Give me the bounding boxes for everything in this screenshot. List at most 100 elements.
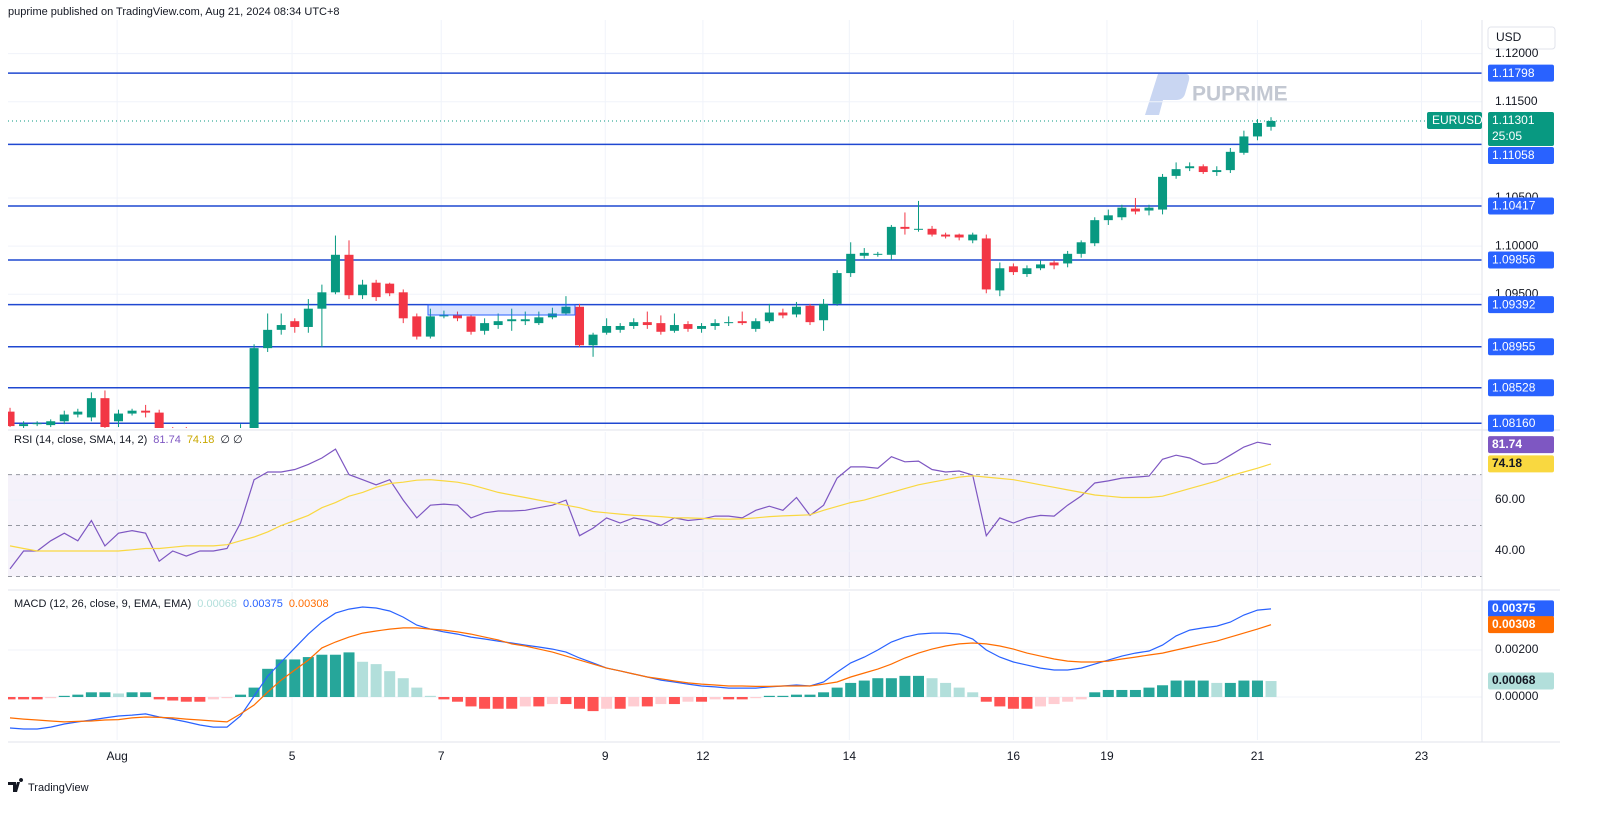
candle-body [59, 414, 69, 422]
candle-body [588, 334, 598, 346]
candle-body [154, 412, 164, 428]
candle-body [764, 312, 774, 322]
candle-body [385, 283, 395, 294]
histogram-bar [1265, 681, 1277, 698]
currency-button[interactable] [1487, 26, 1556, 50]
histogram-bar [329, 654, 341, 698]
histogram-bar [113, 693, 125, 698]
histogram-bar [926, 678, 938, 698]
candle-body [1076, 242, 1086, 254]
price-label: 0.00375 [1492, 601, 1536, 615]
x-tick-label: 5 [289, 749, 296, 763]
histogram-bar [167, 697, 179, 701]
histogram-bar [1157, 685, 1169, 698]
candle-body [642, 322, 652, 326]
histogram-bar [587, 697, 599, 712]
price-label-bg [1488, 600, 1554, 618]
histogram-bar [533, 697, 545, 707]
candle-body [968, 234, 978, 241]
histogram-bar [818, 692, 830, 698]
candle-body [330, 254, 340, 293]
x-tick-label: 16 [1007, 749, 1021, 763]
histogram-bar [1048, 697, 1060, 705]
candle-body [629, 322, 639, 326]
candle-body [466, 316, 476, 332]
candle-body [1198, 166, 1208, 173]
candle-body [1036, 264, 1046, 269]
indicator-line [9, 624, 1272, 723]
level-label: 1.08955 [1492, 339, 1536, 353]
candle-body [534, 317, 544, 324]
watermark: PUPRIME [1192, 83, 1288, 106]
histogram-bar [357, 661, 369, 698]
histogram-bar [967, 692, 979, 698]
candle-body [452, 314, 462, 319]
legend-text: 0.00375 [243, 598, 283, 610]
histogram-bar [207, 697, 219, 700]
legend-text: 74.18 [187, 434, 215, 446]
histogram-bar [980, 697, 992, 702]
symbol: EURUSD [1432, 113, 1483, 127]
histogram-bar [1102, 689, 1114, 698]
y-tick-label: 0.00000 [1495, 689, 1539, 703]
histogram-bar [641, 697, 653, 707]
candle-body [1252, 122, 1262, 137]
candle-body [100, 398, 110, 428]
candle-body [317, 292, 327, 309]
histogram-bar [506, 697, 518, 709]
histogram-bar [1089, 692, 1101, 698]
price-label: 81.74 [1492, 437, 1522, 451]
histogram-bar [262, 668, 274, 698]
candle-body [1158, 176, 1168, 210]
price-label-bg [1488, 455, 1554, 473]
x-tick-label: 19 [1100, 749, 1114, 763]
candle-body [493, 321, 503, 326]
x-tick-label: 9 [602, 749, 609, 763]
candle-body [886, 226, 896, 255]
histogram-bar [763, 695, 775, 698]
candle-body [724, 322, 734, 324]
histogram-bar [777, 695, 789, 698]
currency[interactable]: USD [1496, 30, 1522, 44]
histogram-bar [1007, 697, 1019, 709]
y-tick-label: 0.00200 [1495, 642, 1539, 656]
level-label: 1.09392 [1492, 297, 1536, 311]
candle-body [602, 326, 612, 333]
indicator-line [9, 441, 1272, 570]
candle-body [1063, 253, 1073, 264]
histogram-bar [397, 678, 409, 698]
symbol-bg [1427, 111, 1482, 129]
level-label: 1.11798 [1492, 66, 1535, 80]
candle-body [832, 273, 842, 304]
candle-body [141, 410, 151, 413]
candle-body [425, 316, 435, 337]
histogram-bar [235, 694, 247, 698]
price-pane [8, 20, 1482, 428]
histogram-bar [709, 697, 721, 700]
candle-body [371, 282, 381, 298]
histogram-bar [1035, 697, 1047, 707]
histogram-bar [845, 682, 857, 698]
candle-body [791, 306, 801, 315]
histogram-bar [723, 697, 735, 700]
candle-body [1103, 215, 1113, 221]
y-tick-label: 1.11500 [1495, 94, 1538, 108]
histogram-bar [953, 687, 965, 698]
histogram-bar [804, 694, 816, 698]
candle-body [683, 324, 693, 329]
level-label-bg [1488, 414, 1554, 432]
legend-text: MACD (12, 26, close, 9, EMA, EMA) [14, 598, 191, 610]
legend-text: 0.00068 [197, 598, 237, 610]
candle-body [900, 226, 910, 229]
histogram-bar [1197, 680, 1209, 698]
histogram-bar [1062, 697, 1074, 702]
level-label-bg [1488, 146, 1554, 164]
histogram-bar [1143, 687, 1155, 698]
candle-body [615, 326, 625, 330]
histogram-bar [994, 697, 1006, 707]
candle-body [669, 325, 679, 331]
histogram-bar [736, 697, 748, 700]
y-tick-label: 60.00 [1495, 492, 1525, 506]
candle-body [778, 312, 788, 316]
